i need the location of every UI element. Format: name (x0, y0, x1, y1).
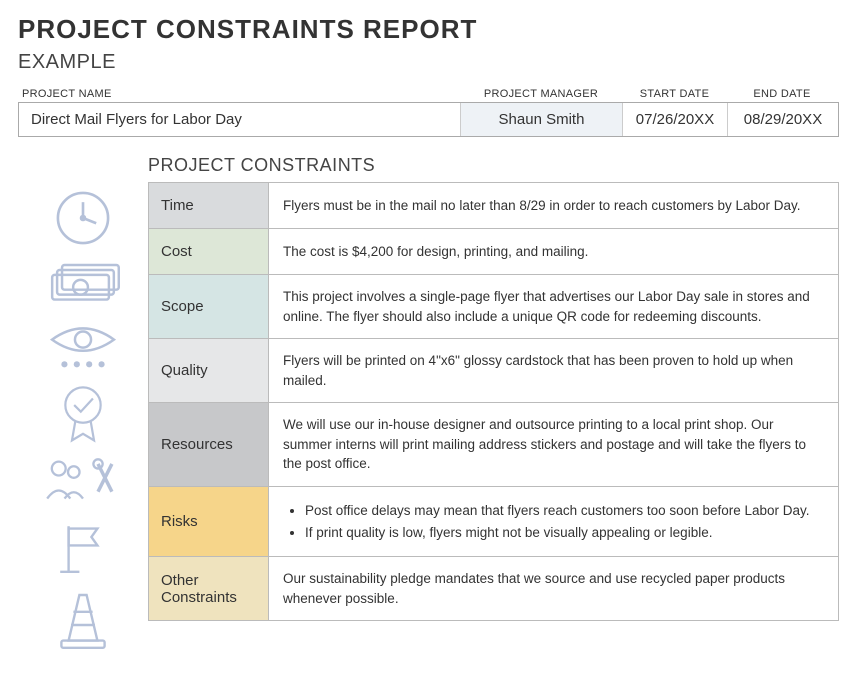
label-project-manager: PROJECT MANAGER (460, 88, 622, 102)
constraint-label: Time (149, 183, 269, 228)
money-icon (46, 261, 120, 311)
cone-icon (53, 589, 113, 655)
report-subtitle: EXAMPLE (18, 51, 839, 74)
value-end-date: 08/29/20XX (728, 103, 838, 136)
report-title: PROJECT CONSTRAINTS REPORT (18, 14, 839, 45)
info-header-row: PROJECT NAME PROJECT MANAGER START DATE … (18, 88, 839, 102)
constraint-row: TimeFlyers must be in the mail no later … (149, 183, 838, 229)
constraint-body: Post office delays may mean that flyers … (269, 487, 838, 556)
constraint-body: Flyers must be in the mail no later than… (269, 183, 838, 228)
icon-column (18, 155, 148, 655)
constraint-body: This project involves a single-page flye… (269, 275, 838, 338)
flag-icon (53, 519, 113, 579)
clock-icon (50, 185, 116, 251)
quality-icon (55, 383, 111, 447)
constraint-body: Flyers will be printed on 4"x6" glossy c… (269, 339, 838, 402)
constraint-bullet: If print quality is low, flyers might no… (305, 523, 824, 543)
label-start-date: START DATE (622, 88, 727, 102)
constraint-bullet: Post office delays may mean that flyers … (305, 501, 824, 521)
constraint-row: ScopeThis project involves a single-page… (149, 275, 838, 339)
constraint-body: We will use our in-house designer and ou… (269, 403, 838, 486)
label-end-date: END DATE (727, 88, 837, 102)
constraints-table: TimeFlyers must be in the mail no later … (148, 182, 839, 621)
constraint-label: Resources (149, 403, 269, 486)
constraint-label: Other Constraints (149, 557, 269, 620)
constraint-label: Risks (149, 487, 269, 556)
constraint-body: Our sustainability pledge mandates that … (269, 557, 838, 620)
constraint-label: Scope (149, 275, 269, 338)
value-project-manager: Shaun Smith (461, 103, 623, 136)
constraint-body: The cost is $4,200 for design, printing,… (269, 229, 838, 274)
constraint-row: Other ConstraintsOur sustainability pled… (149, 557, 838, 621)
resources-icon (41, 457, 125, 509)
info-value-row: Direct Mail Flyers for Labor Day Shaun S… (18, 102, 839, 137)
constraint-row: Risks Post office delays may mean that fl… (149, 487, 838, 557)
value-start-date: 07/26/20XX (623, 103, 728, 136)
constraint-label: Cost (149, 229, 269, 274)
constraint-label: Quality (149, 339, 269, 402)
value-project-name: Direct Mail Flyers for Labor Day (19, 103, 461, 136)
label-project-name: PROJECT NAME (18, 88, 460, 102)
constraint-row: QualityFlyers will be printed on 4"x6" g… (149, 339, 838, 403)
constraint-row: ResourcesWe will use our in-house design… (149, 403, 838, 487)
scope-icon (45, 321, 121, 373)
constraint-row: CostThe cost is $4,200 for design, print… (149, 229, 838, 275)
constraints-heading: PROJECT CONSTRAINTS (148, 155, 839, 176)
